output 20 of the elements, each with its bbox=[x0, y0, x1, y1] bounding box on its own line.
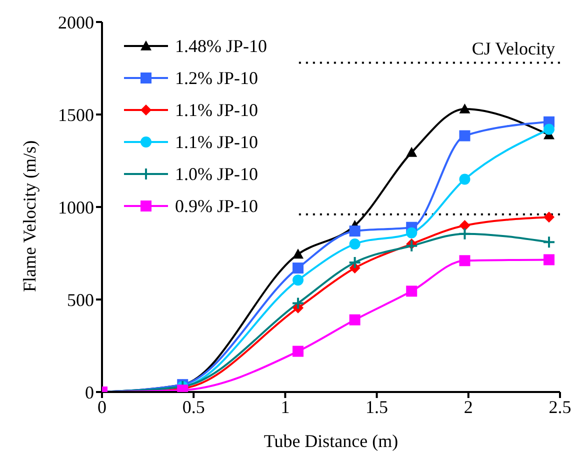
legend-label: 0.9% JP-10 bbox=[175, 196, 258, 216]
x-tick-label: 2 bbox=[464, 396, 473, 417]
x-axis-title: Tube Distance (m) bbox=[264, 431, 398, 451]
y-tick-label: 0 bbox=[85, 382, 94, 402]
y-tick-label: 2000 bbox=[58, 12, 94, 32]
y-axis-title: Flame Velocity (m/s) bbox=[19, 140, 40, 292]
legend-label: 1.48% JP-10 bbox=[175, 36, 268, 56]
x-tick-label: 1 bbox=[280, 396, 290, 417]
x-tick-label: 0.5 bbox=[182, 396, 205, 417]
ref-line-label: CJ Velocity bbox=[472, 38, 555, 58]
legend-label: 1.1% JP-10 bbox=[175, 100, 258, 120]
legend-label: 1.2% JP-10 bbox=[175, 68, 258, 88]
legend-label: 1.1% JP-10 bbox=[175, 132, 258, 152]
legend-label: 1.0% JP-10 bbox=[175, 164, 258, 184]
y-tick-label: 500 bbox=[67, 290, 94, 310]
y-tick-label: 1000 bbox=[58, 197, 94, 218]
x-tick-label: 2.5 bbox=[548, 396, 572, 417]
y-tick-label: 1500 bbox=[58, 104, 94, 125]
x-tick-label: 0 bbox=[98, 396, 106, 417]
x-tick-label: 1.5 bbox=[366, 396, 388, 417]
